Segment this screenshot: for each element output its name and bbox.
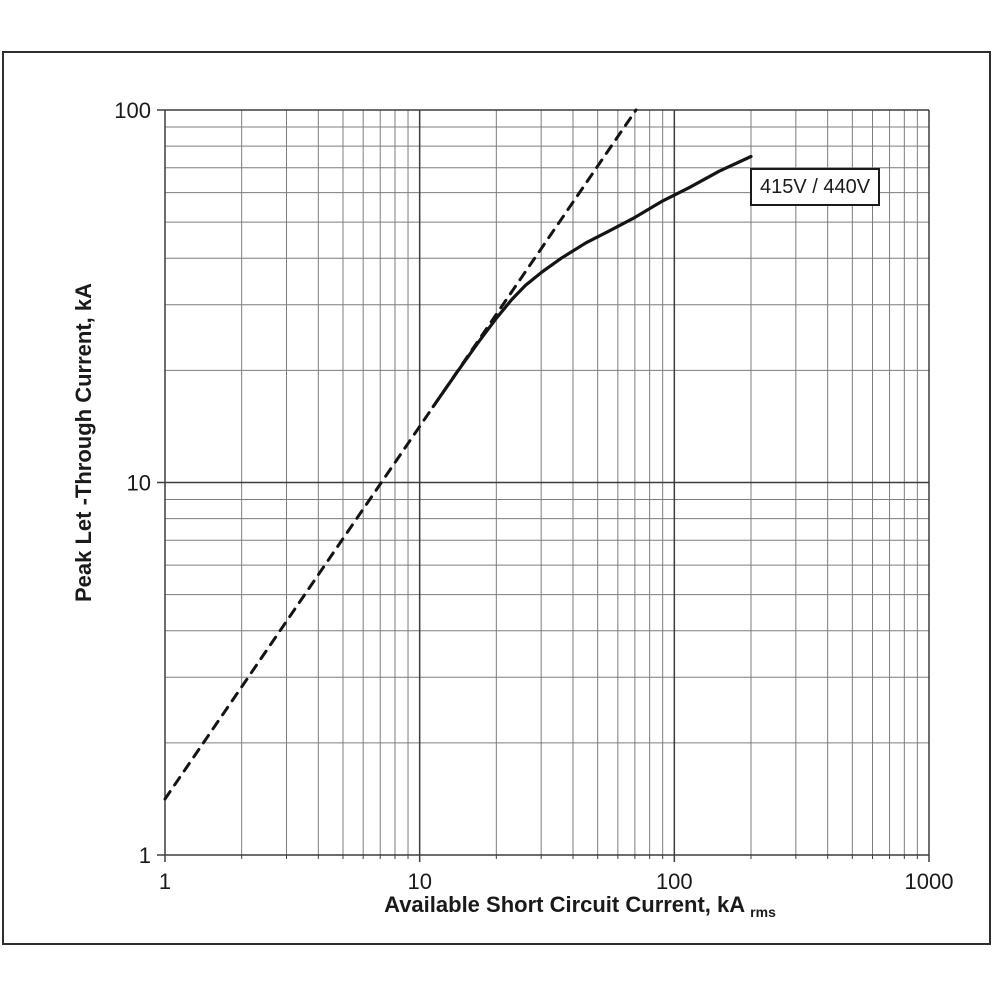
y-tick-label-10: 10 bbox=[127, 471, 151, 496]
voltage-label-box: 415V / 440V bbox=[750, 168, 880, 206]
y-tick-labels: 1 10 100 bbox=[114, 98, 151, 868]
x-axis-title-text: Available Short Circuit Current, kA bbox=[384, 892, 746, 917]
x-tick-label-10: 10 bbox=[407, 869, 431, 894]
x-tick-label-1: 1 bbox=[159, 869, 171, 894]
x-tick-label-1000: 1000 bbox=[905, 869, 954, 894]
grid-major-lines bbox=[164, 109, 930, 856]
prospective-current-dashed-line bbox=[163, 108, 638, 801]
outer-border bbox=[2, 51, 991, 945]
x-axis-title: Available Short Circuit Current, kA rms bbox=[230, 892, 930, 920]
y-tick-label-1: 1 bbox=[139, 843, 151, 868]
x-tick-label-100: 100 bbox=[656, 869, 693, 894]
axis-tick-marks bbox=[157, 109, 930, 862]
x-axis-title-subscript: rms bbox=[750, 904, 776, 921]
let-through-curve bbox=[431, 154, 753, 409]
y-tick-label-100: 100 bbox=[114, 98, 151, 123]
x-tick-labels: 1 10 100 1000 bbox=[159, 869, 954, 894]
y-axis-title: Peak Let -Through Current, kA bbox=[71, 282, 96, 602]
